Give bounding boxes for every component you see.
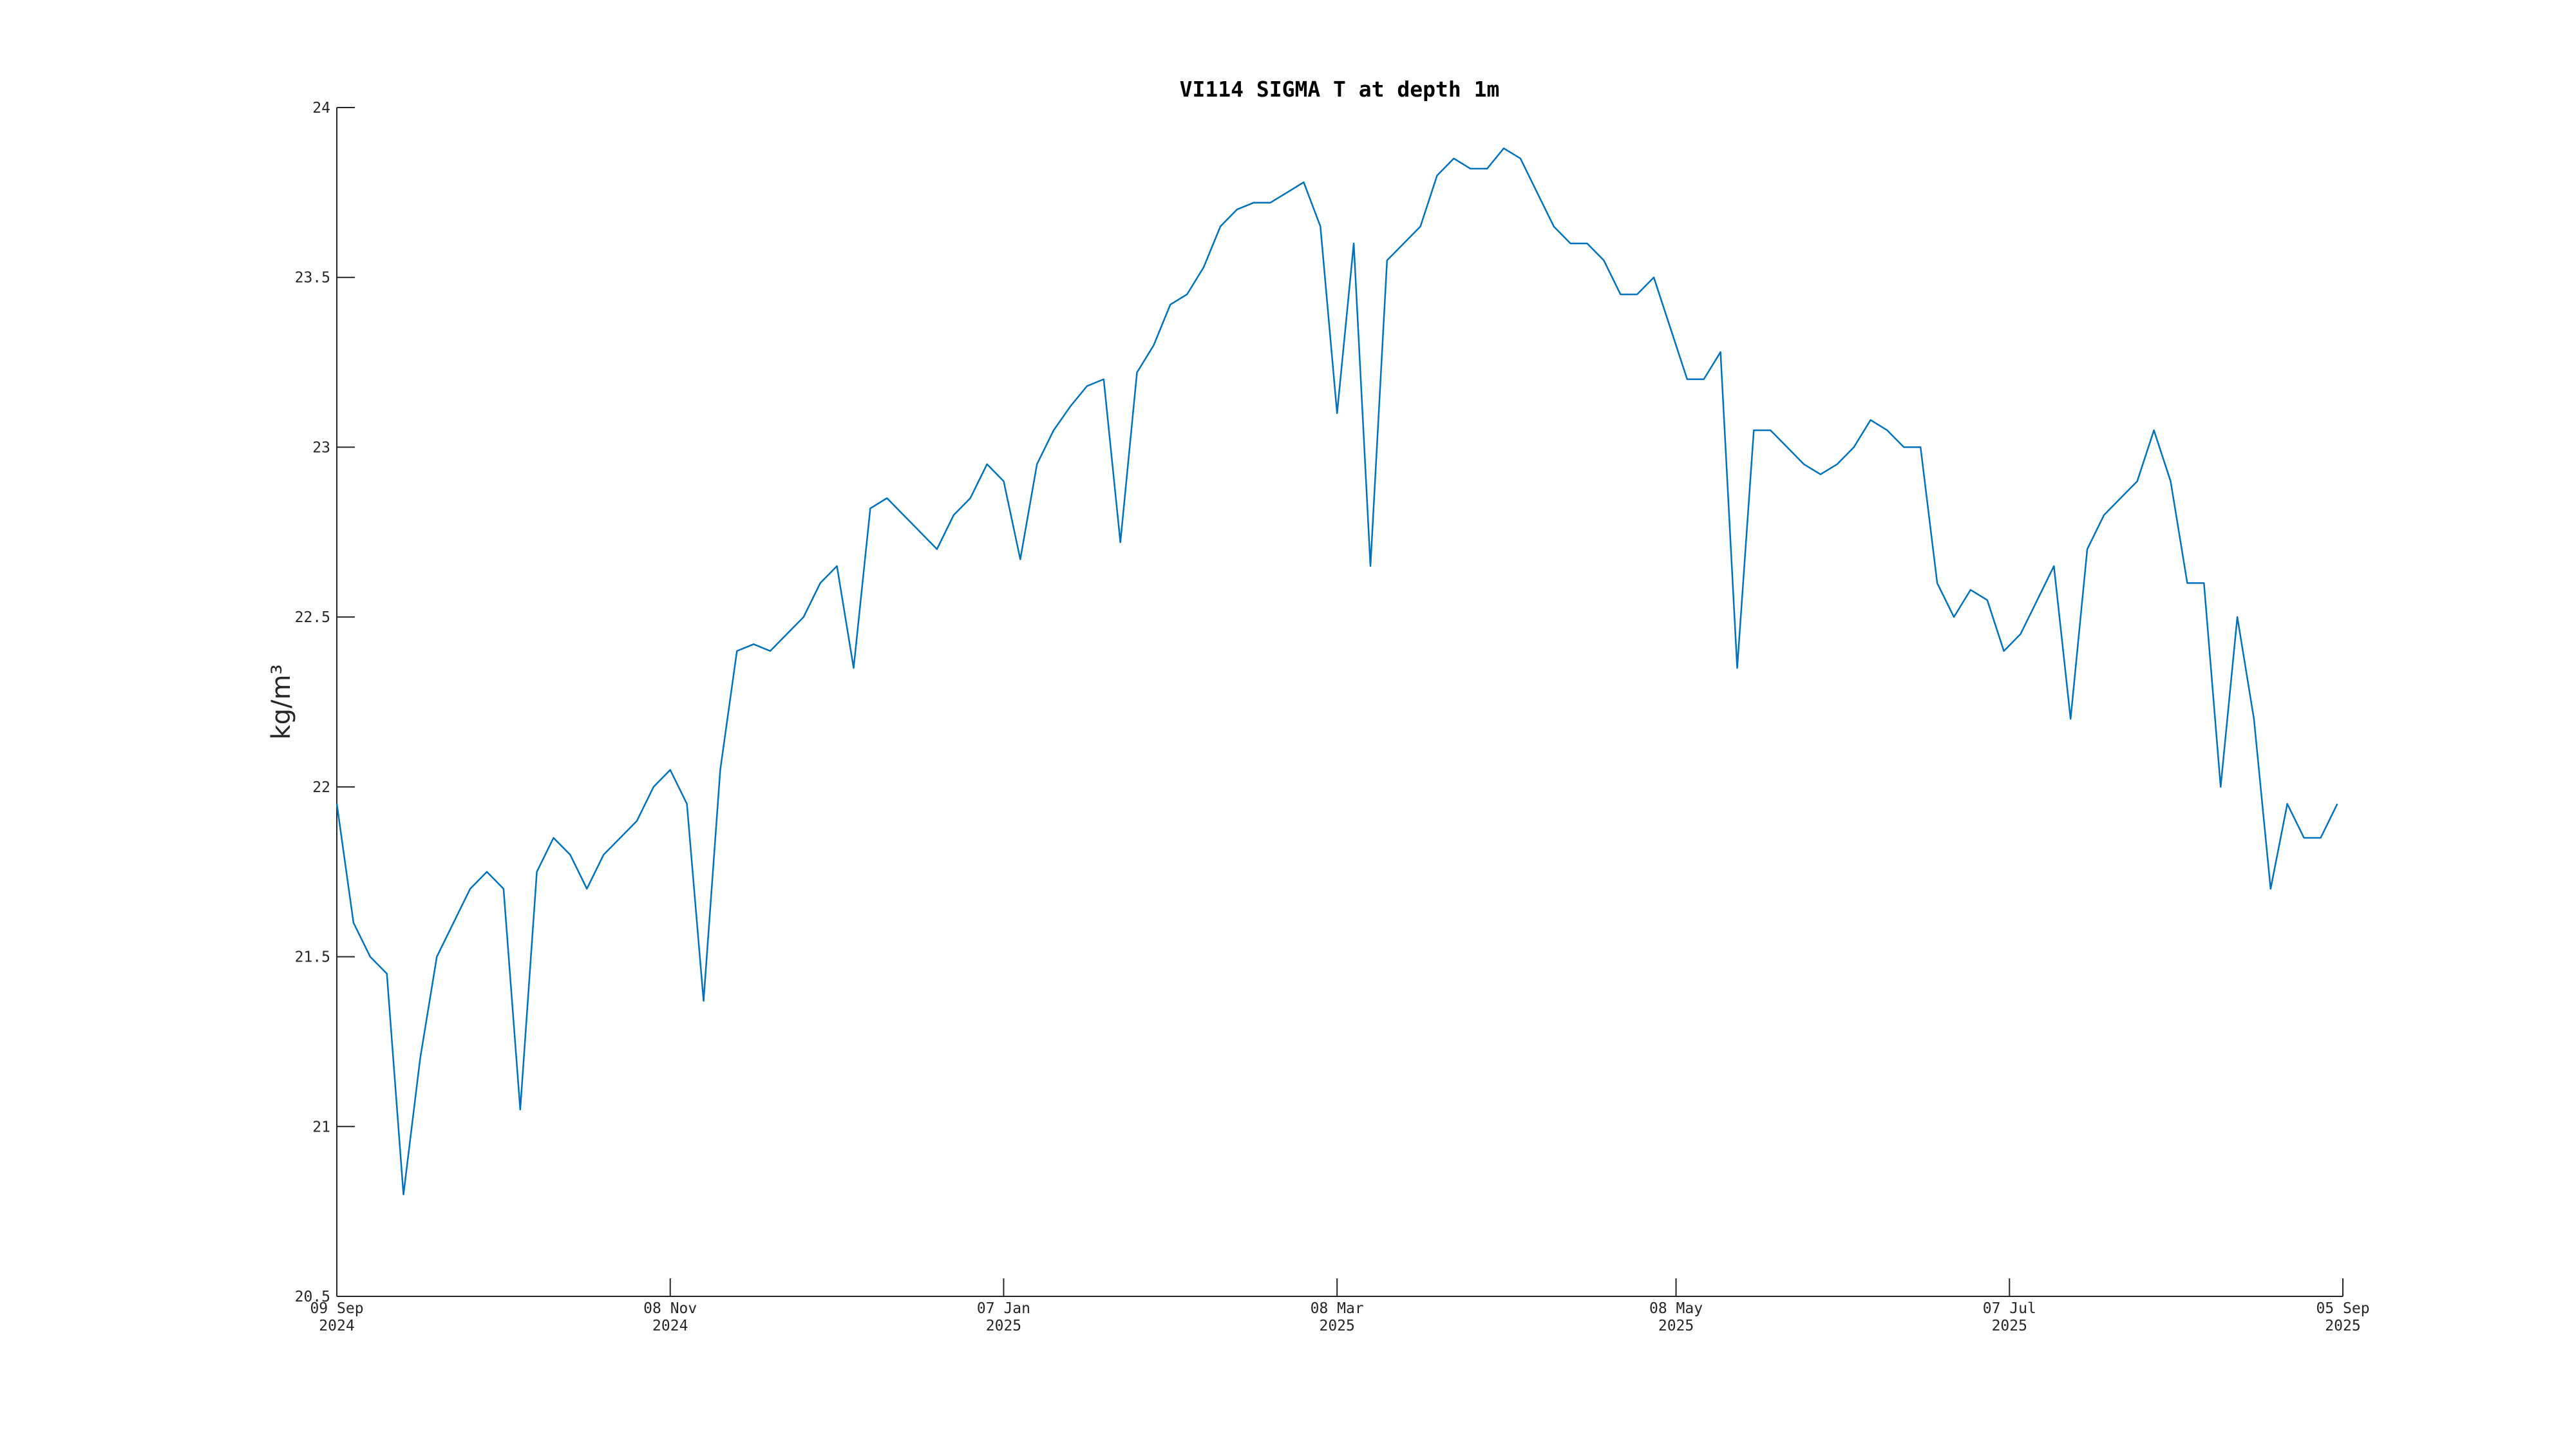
y-tick-label: 23 <box>312 439 330 456</box>
y-tick-label: 21 <box>312 1119 330 1135</box>
y-tick-label: 20.5 <box>295 1289 330 1305</box>
x-tick-label: 08 May 2025 <box>1649 1300 1703 1334</box>
y-axis-label: kg/m³ <box>267 664 296 739</box>
x-tick-label-line: 2024 <box>652 1318 688 1334</box>
y-tick-label: 22.5 <box>295 609 330 626</box>
x-tick-label-line: 2025 <box>986 1318 1021 1334</box>
y-tick-label: 24 <box>312 100 330 117</box>
x-tick-label-line: 2025 <box>1658 1318 1694 1334</box>
x-tick-label-line: 2024 <box>319 1318 354 1334</box>
chart-title: VI114 SIGMA T at depth 1m <box>1180 77 1500 102</box>
y-tick-label: 22 <box>312 779 330 796</box>
x-tick-label-line: 2025 <box>2325 1318 2360 1334</box>
data-line <box>336 147 2338 1196</box>
x-tick-label: 05 Sep 2025 <box>2316 1300 2369 1334</box>
y-tick-label: 23.5 <box>295 270 330 287</box>
x-tick-label: 07 Jan 2025 <box>977 1300 1030 1334</box>
x-tick-label: 07 Jul 2025 <box>1983 1300 2036 1334</box>
y-tick-label: 21.5 <box>295 949 330 966</box>
x-tick-label-line: 05 Sep <box>2316 1300 2369 1317</box>
x-tick-label-line: 07 Jan <box>977 1300 1030 1317</box>
x-tick-label-line: 2025 <box>1319 1318 1354 1334</box>
x-tick-label-line: 09 Sep <box>310 1300 363 1317</box>
x-tick-label-line: 08 Nov <box>643 1300 697 1317</box>
x-tick-label: 08 Mar 2025 <box>1311 1300 1364 1334</box>
x-tick-label-line: 07 Jul <box>1983 1300 2036 1317</box>
x-tick-label-line: 2025 <box>1992 1318 2027 1334</box>
x-tick-label: 08 Nov 2024 <box>643 1300 697 1334</box>
x-tick-label-line: 08 Mar <box>1311 1300 1364 1317</box>
x-tick-label: 09 Sep 2024 <box>310 1300 363 1334</box>
x-tick-label-line: 08 May <box>1649 1300 1703 1317</box>
